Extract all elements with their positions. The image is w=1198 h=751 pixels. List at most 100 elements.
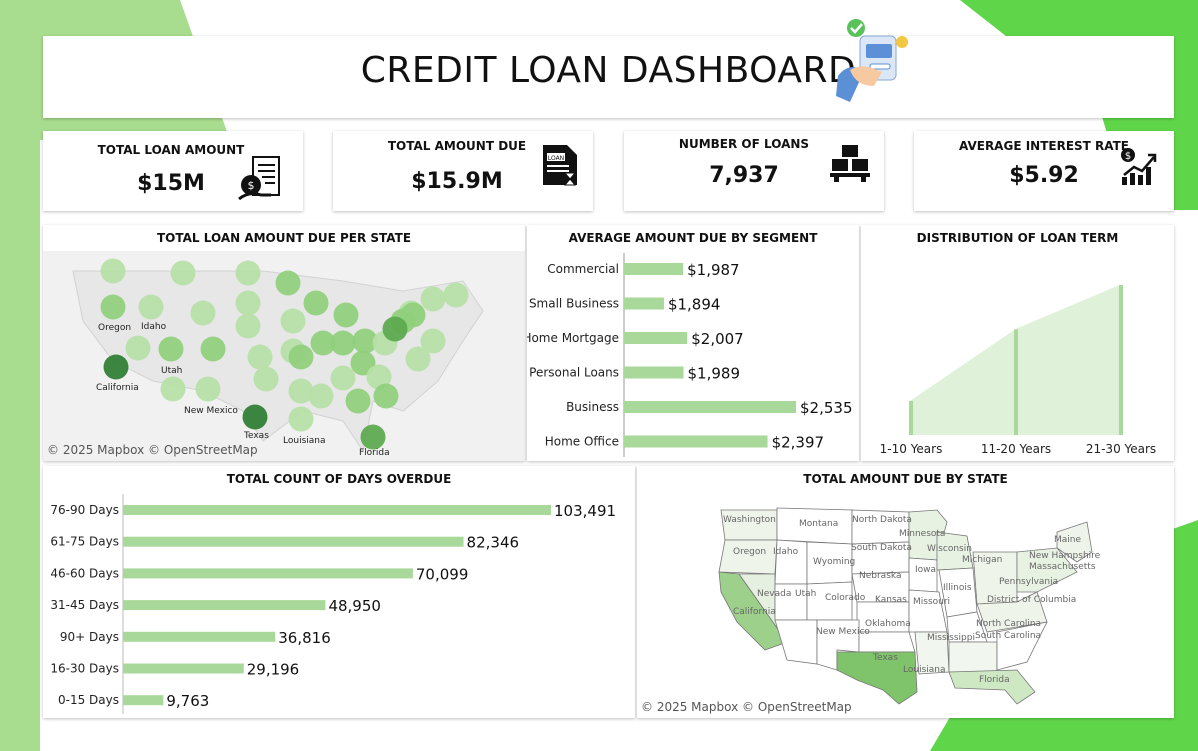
panel-title: TOTAL LOAN AMOUNT DUE PER STATE: [156, 231, 412, 245]
state-bubble: [235, 313, 261, 339]
overdue-value-label: 82,346: [467, 534, 520, 552]
svg-text:LOAN: LOAN: [548, 155, 564, 162]
state-bubble: [330, 365, 356, 391]
state-bubble: [303, 290, 329, 316]
bubble-map[interactable]: [43, 251, 525, 461]
overdue-value-label: 36,816: [278, 629, 331, 647]
segment-value-label: $2,007: [691, 330, 744, 348]
state-name-label: Idaho: [773, 547, 799, 557]
state-name-label: Oregon: [733, 547, 766, 557]
state-name-label: Oklahoma: [865, 619, 911, 629]
state-bubble: [373, 383, 399, 409]
segment-value-label: $1,894: [668, 296, 721, 314]
state-name-label: North Dakota: [852, 515, 912, 525]
state-name-label: Wisconsin: [927, 544, 972, 554]
boxes-icon: [830, 145, 870, 182]
state-bubble: [235, 260, 261, 286]
map-label-utah: Utah: [161, 366, 183, 376]
map-label-oregon: Oregon: [98, 323, 132, 333]
state-bubble: [288, 406, 314, 432]
map-label-new-mexico: New Mexico: [184, 406, 238, 416]
state-bubble: [100, 294, 126, 320]
state-bubble: [158, 336, 184, 362]
state-name-label: Washington: [723, 515, 776, 525]
state-bubble: [288, 344, 314, 370]
overdue-bar: [123, 663, 244, 674]
segment-value-label: $1,987: [687, 261, 740, 279]
panel-title: TOTAL COUNT OF DAYS OVERDUE: [226, 472, 452, 486]
state-bubble: [195, 376, 221, 402]
overdue-category-label: 46-60 Days: [50, 566, 119, 580]
state-name-label: Maine: [1054, 535, 1081, 545]
state-name-label: California: [733, 607, 776, 617]
segment-bar: [624, 366, 684, 379]
kpi-label: NUMBER OF LOANS: [678, 137, 810, 151]
state-name-label: Nebraska: [859, 571, 901, 581]
state-name-label: Utah: [795, 589, 816, 599]
map-attribution: © 2025 Mapbox © OpenStreetMap: [47, 443, 258, 457]
state-name-label: North Carolina: [976, 619, 1041, 629]
overdue-category-label: 90+ Days: [60, 630, 119, 644]
panel-title: AVERAGE AMOUNT DUE BY SEGMENT: [568, 231, 818, 245]
panel-title: TOTAL AMOUNT DUE BY STATE: [803, 472, 1008, 486]
state-bubble: [405, 346, 431, 372]
state-bubble: [100, 258, 126, 284]
state-bubble: [382, 316, 408, 342]
state-name-label: Wyoming: [813, 557, 855, 567]
kpi-value: $15M: [137, 171, 205, 196]
loan-document-icon: LOAN: [543, 145, 577, 186]
state-name-label: Missouri: [913, 597, 950, 607]
overdue-category-label: 0-15 Days: [58, 693, 119, 707]
state-bubble: [360, 424, 386, 450]
map-label-texas: Texas: [244, 431, 269, 441]
svg-text:$: $: [248, 179, 255, 192]
loan-term-line: [910, 284, 1122, 402]
hand-card-icon: [836, 19, 908, 102]
state-name-label: District of Columbia: [987, 595, 1076, 605]
overdue-bar: [123, 536, 464, 547]
state-name-label: South Dakota: [851, 543, 912, 553]
state-bubble: [333, 302, 359, 328]
state-bubble: [275, 270, 301, 296]
overdue-bar: [123, 631, 276, 642]
state-bubble: [138, 294, 164, 320]
state-bubble: [280, 308, 306, 334]
kpi-label: AVERAGE INTEREST RATE: [958, 139, 1130, 153]
segment-category-label: Business: [566, 400, 619, 414]
segment-category-label: Personal Loans: [529, 366, 619, 380]
overdue-value-label: 9,763: [166, 692, 209, 710]
map-attribution: © 2025 Mapbox © OpenStreetMap: [641, 700, 852, 714]
kpi-card-average-interest-rate: AVERAGE INTEREST RATE $5.92 $: [914, 131, 1174, 211]
segment-bar: [624, 297, 664, 310]
state-name-label: Michigan: [962, 555, 1002, 565]
state-bubble: [242, 404, 268, 430]
overdue-value-label: 48,950: [328, 597, 381, 615]
map-label-florida: Florida: [359, 448, 390, 458]
panel-loan-due-per-state: TOTAL LOAN AMOUNT DUE PER STATE Oregon I…: [43, 225, 525, 461]
panel-loan-term: DISTRIBUTION OF LOAN TERM 1-10 Years 11-2…: [861, 225, 1174, 461]
state-name-label: Illinois: [943, 583, 972, 593]
segment-category-label: Home Mortgage: [527, 331, 619, 345]
segment-bar: [624, 332, 688, 344]
state-bubble: [247, 344, 273, 370]
segment-value-label: $2,535: [800, 399, 853, 417]
state-name-label: Nevada: [757, 589, 791, 599]
state-choropleth-map[interactable]: Washington Montana North Dakota Minnesota Or…: [637, 492, 1174, 718]
state-bubble: [308, 383, 334, 409]
kpi-card-number-of-loans: NUMBER OF LOANS 7,937: [624, 131, 884, 211]
overdue-bar: [123, 600, 326, 611]
panel-title: DISTRIBUTION OF LOAN TERM: [916, 231, 1119, 245]
growth-chart-icon: $: [1121, 148, 1157, 185]
overdue-category-label: 16-30 Days: [50, 662, 119, 676]
state-bubble: [366, 364, 392, 390]
state-bubble: [235, 290, 261, 316]
panel-amount-due-by-state: TOTAL AMOUNT DUE BY STATE: [637, 466, 1174, 718]
state-name-label: New Hampshire: [1029, 551, 1101, 561]
overdue-bar: [123, 568, 413, 579]
overdue-bar-chart: 76-90 Days 103,491 61-75 Days 82,346 46-60 D…: [50, 494, 616, 714]
segment-value-label: $2,397: [772, 434, 825, 452]
segment-bar: [624, 435, 768, 448]
loan-money-icon: $: [238, 156, 280, 201]
kpi-value: $5.92: [1009, 163, 1079, 188]
state-bubble: [420, 328, 446, 354]
